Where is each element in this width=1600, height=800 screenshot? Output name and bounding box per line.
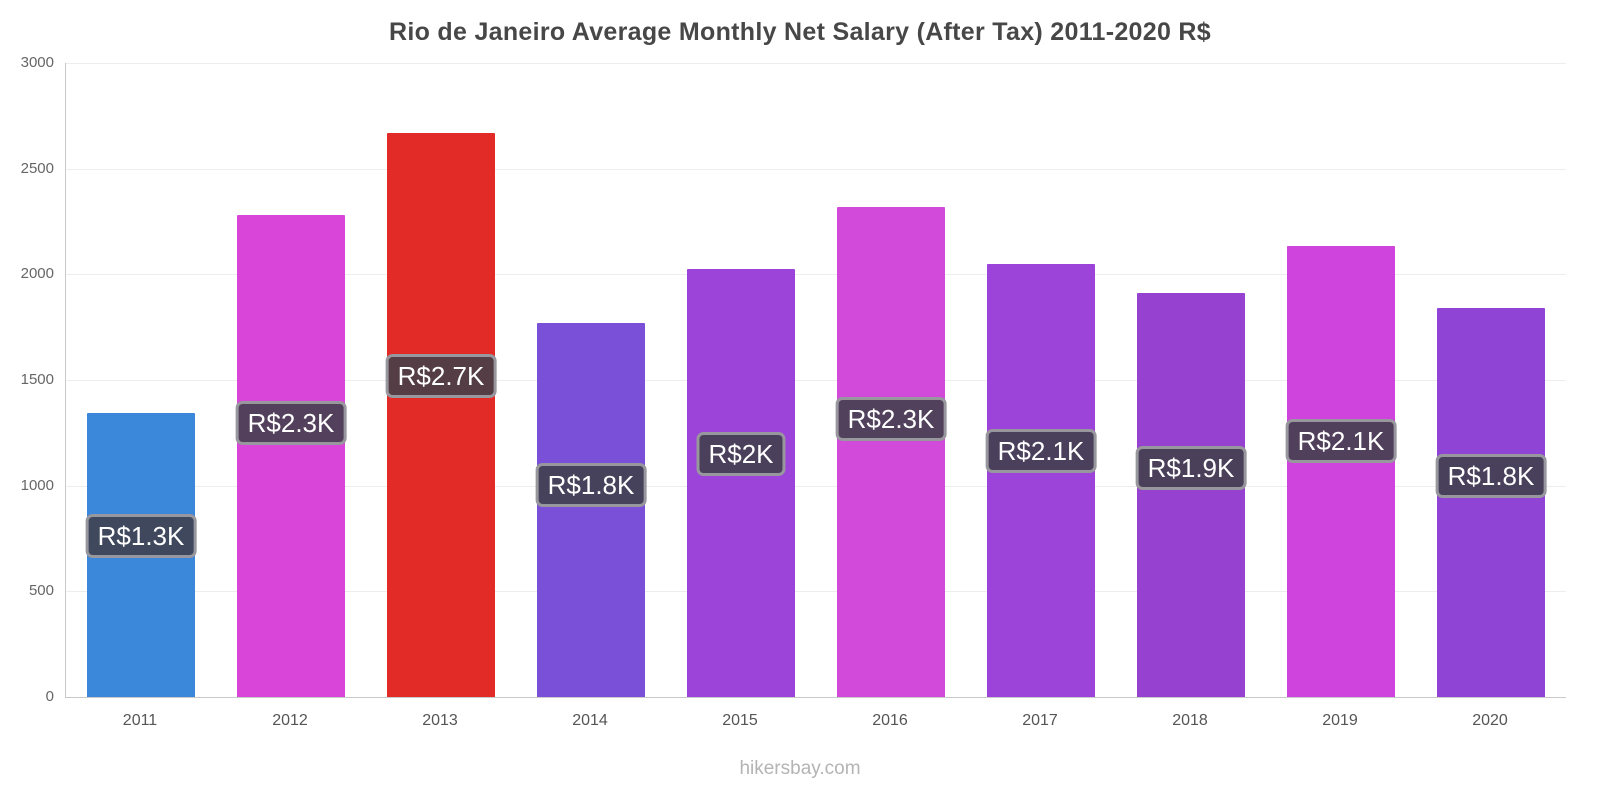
x-axis-tick-label: 2013 (422, 712, 458, 729)
bar-value-label: R$1.3K (85, 513, 197, 558)
gridline (66, 274, 1566, 276)
bar-value-label: R$2.7K (385, 354, 497, 399)
x-axis-tick-label: 2017 (1022, 712, 1058, 729)
bar-2020[interactable] (1437, 308, 1545, 697)
x-axis-tick-label: 2019 (1322, 712, 1358, 729)
y-axis-tick-label: 0 (45, 688, 54, 705)
bar-value-label: R$1.8K (535, 462, 647, 507)
y-axis-tick-label: 2500 (20, 159, 54, 177)
gridline (66, 380, 1566, 381)
y-axis-tick-label: 3000 (20, 54, 54, 71)
bar-2013[interactable] (387, 132, 495, 697)
chart-title: Rio de Janeiro Average Monthly Net Salar… (389, 18, 1211, 46)
bar-value-label: R$1.8K (1435, 454, 1547, 499)
x-axis-tick-label: 2018 (1172, 712, 1208, 729)
gridline (66, 63, 1566, 64)
bar-2014[interactable] (537, 322, 645, 697)
gridline (66, 591, 1566, 593)
gridline (66, 485, 1566, 487)
x-axis-tick-label: 2020 (1472, 712, 1508, 729)
bar-2016[interactable] (837, 206, 945, 697)
y-axis: 0 500 1000 1500 2000 2500 3000 (0, 54, 58, 705)
bar-value-label: R$2.1K (985, 429, 1097, 474)
bar-2012[interactable] (237, 215, 345, 697)
bar-value-label: R$2.3K (835, 396, 947, 441)
x-axis-tick-label: 2015 (722, 712, 758, 729)
y-axis-tick-label: 1500 (20, 371, 54, 388)
y-axis-tick-label: 500 (28, 582, 54, 600)
bar-value-label: R$2.3K (235, 401, 347, 446)
y-axis-tick-label: 1000 (20, 476, 54, 494)
x-axis-tick-label: 2014 (572, 712, 608, 729)
bar-value-label: R$2.1K (1285, 418, 1397, 463)
x-axis-tick-label: 2016 (872, 712, 908, 729)
x-axis-tick-label: 2011 (122, 712, 158, 729)
x-axis: 2011 2012 2013 2014 2015 2016 2017 2018 2019 2020 (65, 712, 1565, 738)
bar-2019[interactable] (1287, 245, 1395, 697)
plot-area: R$1.3K R$2.3K R$2.7K R$1.8K R$2K R$2.3K R$2.1K… (65, 63, 1566, 698)
footer-watermark: hikersbay.com (739, 758, 861, 779)
bar-value-label: R$2K (696, 432, 786, 477)
bar-2015[interactable] (687, 269, 795, 697)
bar-2018[interactable] (1137, 293, 1245, 697)
gridline (66, 168, 1566, 170)
bar-2017[interactable] (987, 263, 1095, 697)
bar-value-label: R$1.9K (1135, 445, 1247, 490)
x-axis-tick-label: 2012 (272, 712, 308, 729)
y-axis-tick-label: 2000 (20, 265, 54, 283)
